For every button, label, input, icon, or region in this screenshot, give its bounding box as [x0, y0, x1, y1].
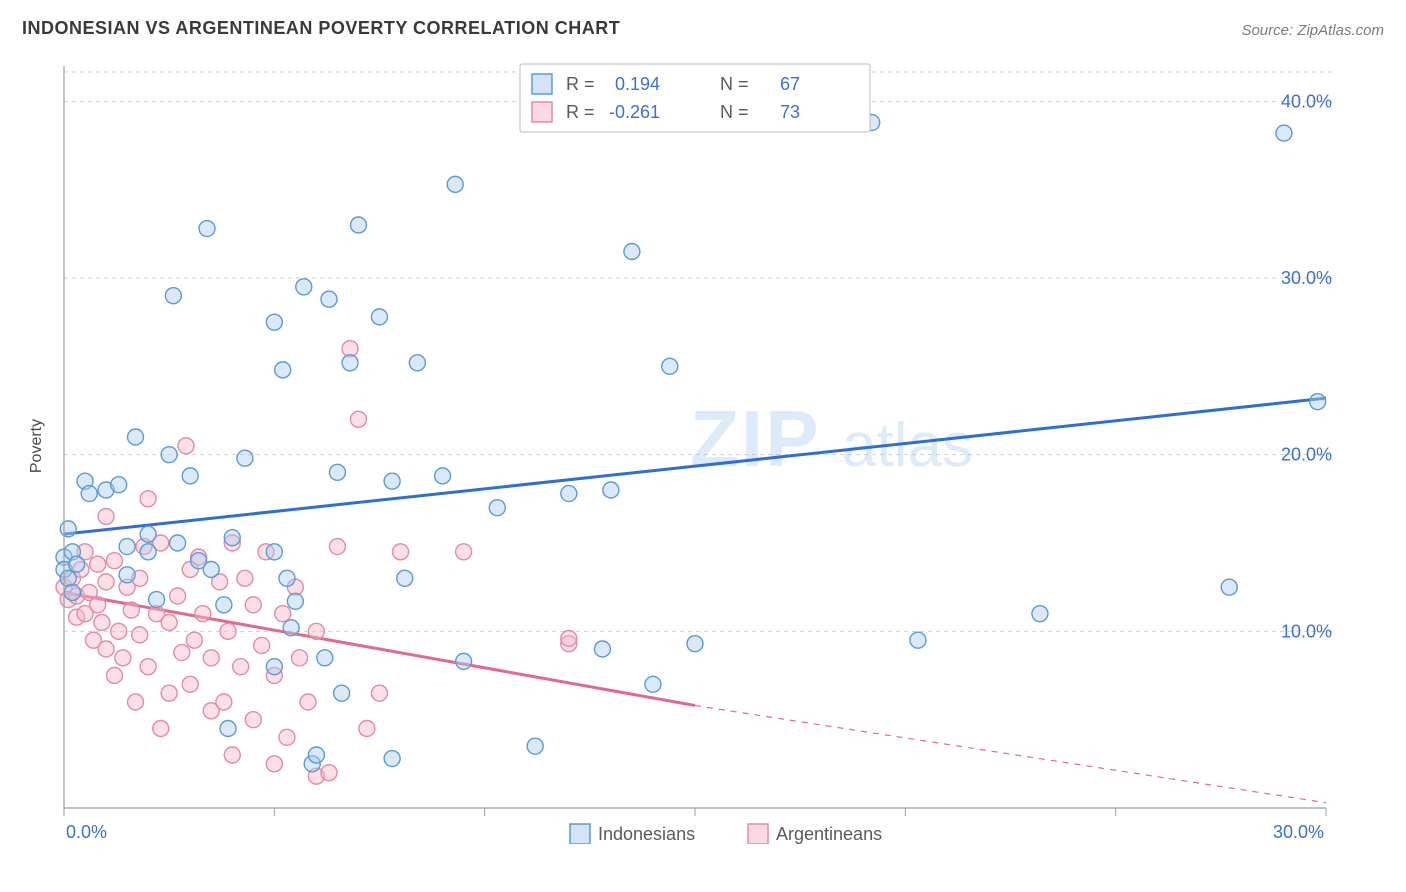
svg-text:atlas: atlas [842, 411, 973, 480]
svg-text:30.0%: 30.0% [1273, 822, 1324, 842]
svg-text:-0.261: -0.261 [609, 102, 660, 122]
svg-text:0.0%: 0.0% [66, 822, 107, 842]
svg-text:30.0%: 30.0% [1281, 268, 1332, 288]
svg-text:20.0%: 20.0% [1281, 445, 1332, 465]
svg-text:10.0%: 10.0% [1281, 621, 1332, 641]
svg-text:ZIP: ZIP [690, 394, 820, 483]
svg-text:73: 73 [780, 102, 800, 122]
svg-text:N =: N = [720, 102, 749, 122]
svg-text:0.194: 0.194 [615, 74, 660, 94]
chart-plot: ZIP atlas 0.0% 30.0% 10.0% 20.0% 30.0% 40.0% R =… [50, 56, 1336, 844]
source-label: Source: ZipAtlas.com [1241, 22, 1384, 39]
svg-text:R =: R = [566, 102, 595, 122]
svg-text:Argentineans: Argentineans [776, 824, 882, 844]
svg-text:R =: R = [566, 74, 595, 94]
chart-title: INDONESIAN VS ARGENTINEAN POVERTY CORREL… [22, 18, 620, 39]
svg-text:40.0%: 40.0% [1281, 91, 1332, 111]
svg-text:Indonesians: Indonesians [598, 824, 695, 844]
svg-text:N =: N = [720, 74, 749, 94]
y-axis-label: Poverty [28, 419, 46, 473]
svg-text:67: 67 [780, 74, 800, 94]
